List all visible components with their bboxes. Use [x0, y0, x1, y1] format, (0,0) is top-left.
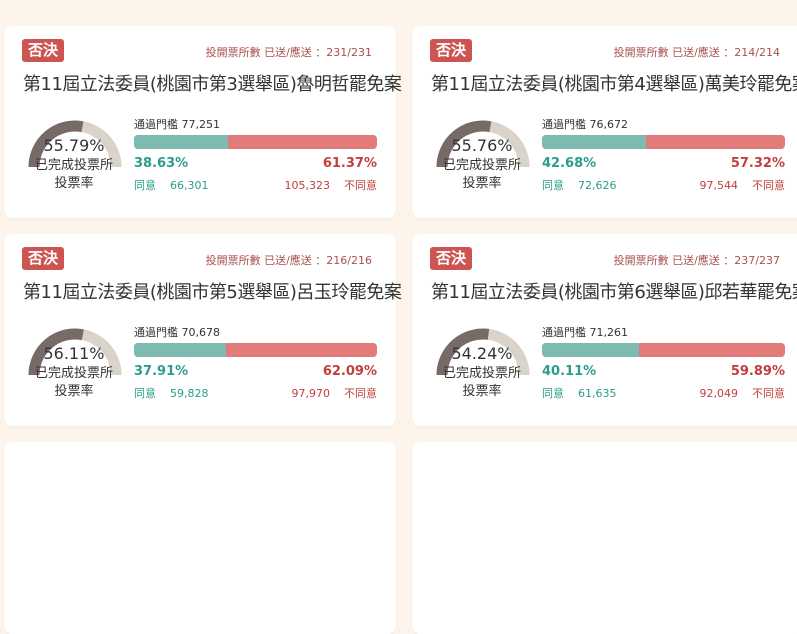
recall-card[interactable]: 否決 投開票所數 已送/應送 ：214/214 第11屆立法委員(桃園市第4選舉…: [412, 26, 797, 218]
turnout-label-line2: 投票率: [462, 384, 502, 399]
agree-percent: 37.91%: [134, 364, 189, 379]
turnout-gauge: [28, 328, 122, 376]
disagree-count: 92,049 不同意: [700, 385, 786, 401]
turnout-percent: 54.24%: [451, 344, 513, 363]
agree-label: 同意: [542, 387, 564, 400]
recall-card-partial: [4, 442, 396, 634]
agree-bar-fill: [542, 343, 640, 357]
disagree-count: 105,323 不同意: [285, 177, 378, 193]
recall-title[interactable]: 第11屆立法委員(桃園市第3選舉區)魯明哲罷免案: [23, 74, 402, 95]
pass-threshold: 通過門檻 70,678: [134, 326, 220, 339]
gauge-fill: [28, 120, 84, 168]
stations-reported: 投開票所數 已送/應送 ：231/231: [205, 46, 372, 59]
recall-title[interactable]: 第11屆立法委員(桃園市第4選舉區)萬美玲罷免案: [431, 74, 797, 95]
turnout-label: 已完成投票所 投票率: [426, 365, 538, 401]
turnout-label: 已完成投票所 投票率: [18, 157, 130, 193]
disagree-count-value: 97,970: [291, 387, 331, 400]
agree-bar-fill: [134, 135, 228, 149]
agree-bar-fill: [542, 135, 646, 149]
turnout-label-line2: 投票率: [54, 176, 94, 191]
gauge-fill: [28, 328, 84, 376]
disagree-percent: 59.89%: [730, 364, 785, 379]
recall-card[interactable]: 否決 投開票所數 已送/應送 ：231/231 第11屆立法委員(桃園市第3選舉…: [4, 26, 402, 218]
vote-bar: [134, 135, 377, 149]
pass-threshold: 通過門檻 77,251: [134, 118, 220, 131]
turnout-percent: 55.76%: [451, 136, 513, 155]
disagree-label: 不同意: [752, 387, 785, 400]
agree-count-value: 66,301: [170, 179, 209, 192]
turnout-gauge: [436, 120, 530, 168]
agree-bar-fill: [134, 343, 227, 357]
agree-label: 同意: [542, 179, 564, 192]
turnout-label-line1: 已完成投票所: [34, 158, 113, 173]
gauge-fill: [436, 328, 490, 376]
disagree-count-value: 105,323: [284, 179, 331, 192]
turnout-gauge: [436, 328, 530, 376]
result-badge: 否決: [430, 39, 473, 62]
agree-count: 同意 61,635: [542, 385, 617, 401]
agree-count-value: 61,635: [578, 387, 617, 400]
recall-title[interactable]: 第11屆立法委員(桃園市第6選舉區)邱若華罷免案: [431, 282, 797, 303]
recall-card[interactable]: 否決 投開票所數 已送/應送 ：216/216 第11屆立法委員(桃園市第5選舉…: [4, 234, 402, 426]
disagree-label: 不同意: [752, 179, 785, 192]
agree-count: 同意 72,626: [542, 177, 617, 193]
turnout-label-line2: 投票率: [462, 176, 502, 191]
agree-percent: 38.63%: [134, 156, 189, 171]
result-badge: 否決: [22, 39, 65, 62]
turnout-label-line1: 已完成投票所: [442, 158, 521, 173]
agree-count: 同意 59,828: [134, 385, 209, 401]
disagree-count: 97,544 不同意: [700, 177, 786, 193]
pass-threshold: 通過門檻 71,261: [542, 326, 628, 339]
agree-percent: 40.11%: [542, 364, 597, 379]
disagree-count: 97,970 不同意: [292, 385, 378, 401]
turnout-label-line2: 投票率: [54, 384, 94, 399]
agree-label: 同意: [134, 387, 156, 400]
gauge-fill: [436, 120, 492, 168]
disagree-percent: 57.32%: [730, 156, 785, 171]
disagree-label: 不同意: [344, 179, 377, 192]
vote-bar: [134, 343, 377, 357]
turnout-gauge: [28, 120, 122, 168]
disagree-percent: 61.37%: [322, 156, 377, 171]
pass-threshold: 通過門檻 76,672: [542, 118, 628, 131]
stations-reported: 投開票所數 已送/應送 ：216/216: [205, 254, 372, 267]
disagree-percent: 62.09%: [322, 364, 377, 379]
recall-card[interactable]: 否決 投開票所數 已送/應送 ：237/237 第11屆立法委員(桃園市第6選舉…: [412, 234, 797, 426]
recall-title[interactable]: 第11屆立法委員(桃園市第5選舉區)呂玉玲罷免案: [23, 282, 402, 303]
vote-bar: [542, 343, 785, 357]
turnout-label: 已完成投票所 投票率: [18, 365, 130, 401]
turnout-percent: 56.11%: [43, 344, 105, 363]
turnout-label: 已完成投票所 投票率: [426, 157, 538, 193]
turnout-label-line1: 已完成投票所: [34, 366, 113, 381]
stations-reported: 投開票所數 已送/應送 ：214/214: [613, 46, 780, 59]
vote-bar: [542, 135, 785, 149]
agree-count: 同意 66,301: [134, 177, 209, 193]
agree-label: 同意: [134, 179, 156, 192]
result-badge: 否決: [430, 247, 473, 270]
result-badge: 否決: [22, 247, 65, 270]
recall-card-partial: [412, 442, 797, 634]
disagree-label: 不同意: [344, 387, 377, 400]
disagree-count-value: 97,544: [699, 179, 739, 192]
agree-count-value: 72,626: [578, 179, 617, 192]
turnout-label-line1: 已完成投票所: [442, 366, 521, 381]
stations-reported: 投開票所數 已送/應送 ：237/237: [613, 254, 780, 267]
agree-percent: 42.68%: [542, 156, 597, 171]
turnout-percent: 55.79%: [43, 136, 105, 155]
disagree-count-value: 92,049: [699, 387, 739, 400]
agree-count-value: 59,828: [170, 387, 209, 400]
